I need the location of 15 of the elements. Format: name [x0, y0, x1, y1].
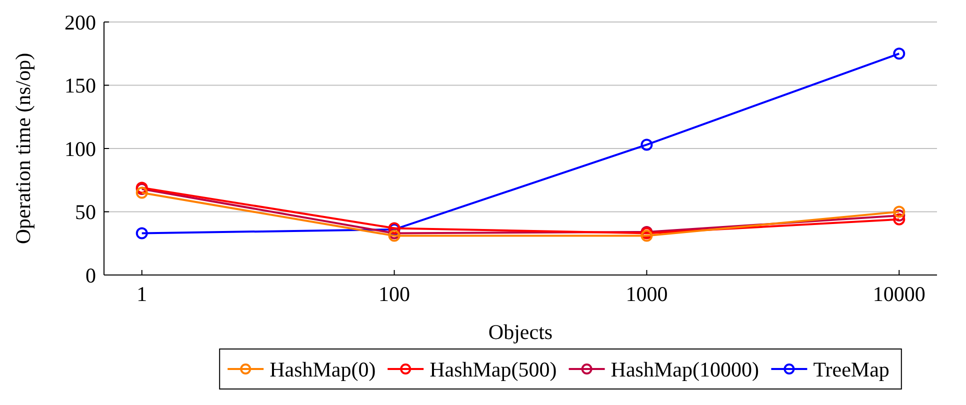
y-tick-label: 150 [64, 74, 96, 98]
legend-label: HashMap(10000) [610, 357, 759, 382]
y-tick-label: 100 [64, 136, 96, 161]
y-tick-label: 200 [64, 10, 96, 34]
legend-label: HashMap(500) [430, 357, 557, 382]
x-tick-label: 1 [136, 282, 148, 306]
y-axis-title: Operation time (ns/op) [11, 52, 35, 244]
x-tick-label: 1000 [626, 282, 668, 306]
y-tick-label: 0 [86, 263, 96, 288]
x-tick-label: 10000 [872, 282, 926, 306]
x-axis-title: Objects [488, 320, 553, 344]
legend-label: TreeMap [813, 357, 890, 382]
legend-label: HashMap(0) [270, 357, 376, 382]
y-tick-label: 50 [75, 200, 96, 224]
x-tick-label: 100 [378, 282, 410, 306]
